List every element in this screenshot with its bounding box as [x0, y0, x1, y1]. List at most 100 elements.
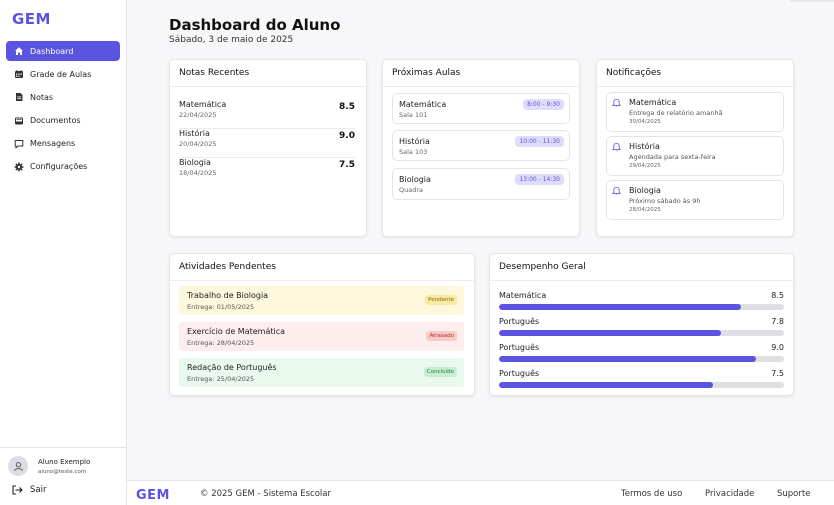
task-due-date: Entrega: 25/04/2025 [187, 375, 255, 383]
progress-fill [499, 304, 742, 310]
grade-row[interactable]: Biologia 18/04/2025 7.5 [179, 158, 355, 187]
terms-link[interactable]: Termos de uso [621, 489, 683, 499]
page-date: Sábado, 3 de maio de 2025 [169, 35, 294, 45]
notification-item[interactable]: História Agendada para sexta-feira 29/04… [606, 136, 784, 176]
grade-value: 7.5 [339, 160, 355, 170]
progress-fill [499, 330, 722, 336]
performance-value: 8.5 [771, 291, 784, 300]
progress-track [499, 382, 784, 388]
class-subject: Matemática [399, 100, 447, 109]
notification-date: 29/04/2025 [629, 163, 661, 169]
notification-item[interactable]: Biologia Próximo sábado às 9h 28/04/2025 [606, 180, 784, 220]
status-badge: Atrasado [426, 331, 457, 341]
sidebar-item-documentos[interactable]: Documentos [6, 111, 120, 131]
performance-row: Português 7.5 [499, 369, 784, 389]
recent-grades-card: Notas Recentes Matemática 22/04/2025 8.5… [169, 59, 367, 237]
sidebar-item-label: Grade de Aulas [30, 69, 92, 79]
class-room: Sala 101 [399, 111, 428, 119]
user-email: aluno@teste.com [38, 468, 87, 475]
performance-card: Desempenho Geral Matemática 8.5 Portuguê… [489, 253, 794, 396]
footer-logo[interactable]: GEM [136, 488, 170, 503]
document-icon [14, 92, 24, 102]
gear-icon [14, 162, 24, 172]
support-link[interactable]: Suporte [777, 489, 811, 499]
sidebar-item-grade-de-aulas[interactable]: Grade de Aulas [6, 64, 120, 84]
performance-value: 7.5 [771, 369, 784, 378]
bell-icon [612, 186, 621, 195]
performance-subject: Português [499, 369, 540, 378]
grade-value: 9.0 [339, 131, 355, 141]
notification-date: 30/04/2025 [629, 119, 661, 125]
notification-date: 28/04/2025 [629, 207, 661, 213]
sidebar-item-dashboard[interactable]: Dashboard [6, 41, 120, 61]
class-item[interactable]: Matemática Sala 101 8:00 - 9:30 [392, 93, 570, 124]
card-title: Notificações [597, 60, 793, 87]
inbox-icon [14, 116, 24, 126]
performance-value: 9.0 [771, 343, 784, 352]
notification-title: História [629, 142, 660, 151]
task-due-date: Entrega: 28/04/2025 [187, 339, 255, 347]
bell-icon [612, 98, 621, 107]
sidebar-footer: Aluno Exemplo aluno@teste.com Sair [0, 447, 127, 495]
progress-track [499, 356, 784, 362]
class-time-badge: 13:00 - 14:30 [515, 174, 564, 185]
class-room: Quadra [399, 186, 424, 194]
card-title: Desempenho Geral [490, 254, 793, 281]
notification-item[interactable]: Matemática Entrega de relatório amanhã 3… [606, 92, 784, 132]
sidebar: GEM Dashboard Grade de Aulas Notas Docum… [0, 0, 127, 505]
calendar-icon [14, 69, 24, 79]
privacy-link[interactable]: Privacidade [705, 489, 755, 499]
sidebar-item-label: Documentos [30, 116, 81, 126]
sidebar-item-notas[interactable]: Notas [6, 87, 120, 107]
grade-subject: História [179, 129, 210, 138]
performance-subject: Português [499, 317, 540, 326]
user-name: Aluno Exemplo [38, 457, 91, 466]
user-profile[interactable]: Aluno Exemplo aluno@teste.com [8, 456, 90, 476]
grade-row[interactable]: História 20/04/2025 9.0 [179, 129, 355, 158]
grade-date: 22/04/2025 [179, 111, 217, 119]
sidebar-item-label: Configurações [30, 162, 88, 172]
sidebar-item-configuracoes[interactable]: Configurações [6, 157, 120, 177]
status-badge: Concluído [423, 367, 457, 377]
upcoming-classes-card: Próximas Aulas Matemática Sala 101 8:00 … [382, 59, 580, 237]
progress-track [499, 304, 784, 310]
grade-value: 8.5 [339, 102, 355, 112]
logout-label: Sair [30, 485, 47, 495]
card-title: Próximas Aulas [383, 60, 579, 87]
task-item[interactable]: Trabalho de Biologia Entrega: 01/05/2025… [179, 286, 464, 315]
performance-subject: Matemática [499, 291, 547, 300]
performance-row: Matemática 8.5 [499, 291, 784, 311]
performance-row: Português 7.8 [499, 317, 784, 337]
card-title: Notas Recentes [170, 60, 366, 87]
grade-row[interactable]: Matemática 22/04/2025 8.5 [179, 100, 355, 129]
logout-button[interactable]: Sair [12, 485, 46, 495]
performance-subject: Português [499, 343, 540, 352]
task-item[interactable]: Redação de Português Entrega: 25/04/2025… [179, 358, 464, 387]
class-time-badge: 10:00 - 11:30 [515, 136, 564, 147]
performance-value: 7.8 [771, 317, 784, 326]
notification-desc: Próximo sábado às 9h [629, 197, 701, 205]
sidebar-item-mensagens[interactable]: Mensagens [6, 134, 120, 154]
sidebar-nav: Dashboard Grade de Aulas Notas Documento… [6, 41, 120, 180]
sidebar-item-label: Notas [30, 92, 54, 102]
notification-title: Biologia [629, 186, 661, 195]
page-title: Dashboard do Aluno [169, 16, 341, 34]
progress-fill [499, 356, 756, 362]
grade-date: 18/04/2025 [179, 169, 217, 177]
grade-subject: Matemática [179, 100, 227, 109]
copyright-text: © 2025 GEM - Sistema Escolar [200, 489, 331, 499]
bell-icon [612, 142, 621, 151]
progress-track [499, 330, 784, 336]
class-item[interactable]: História Sala 103 10:00 - 11:30 [392, 130, 570, 161]
task-item[interactable]: Exercício de Matemática Entrega: 28/04/2… [179, 322, 464, 351]
app-logo[interactable]: GEM [12, 10, 51, 28]
home-icon [14, 46, 24, 56]
sidebar-item-label: Dashboard [30, 46, 74, 56]
notification-desc: Agendada para sexta-feira [629, 153, 716, 161]
class-item[interactable]: Biologia Quadra 13:00 - 14:30 [392, 168, 570, 200]
logout-icon [12, 485, 23, 495]
class-subject: Biologia [399, 175, 431, 184]
task-title: Trabalho de Biologia [187, 291, 269, 300]
task-due-date: Entrega: 01/05/2025 [187, 303, 255, 311]
grade-date: 20/04/2025 [179, 140, 217, 148]
